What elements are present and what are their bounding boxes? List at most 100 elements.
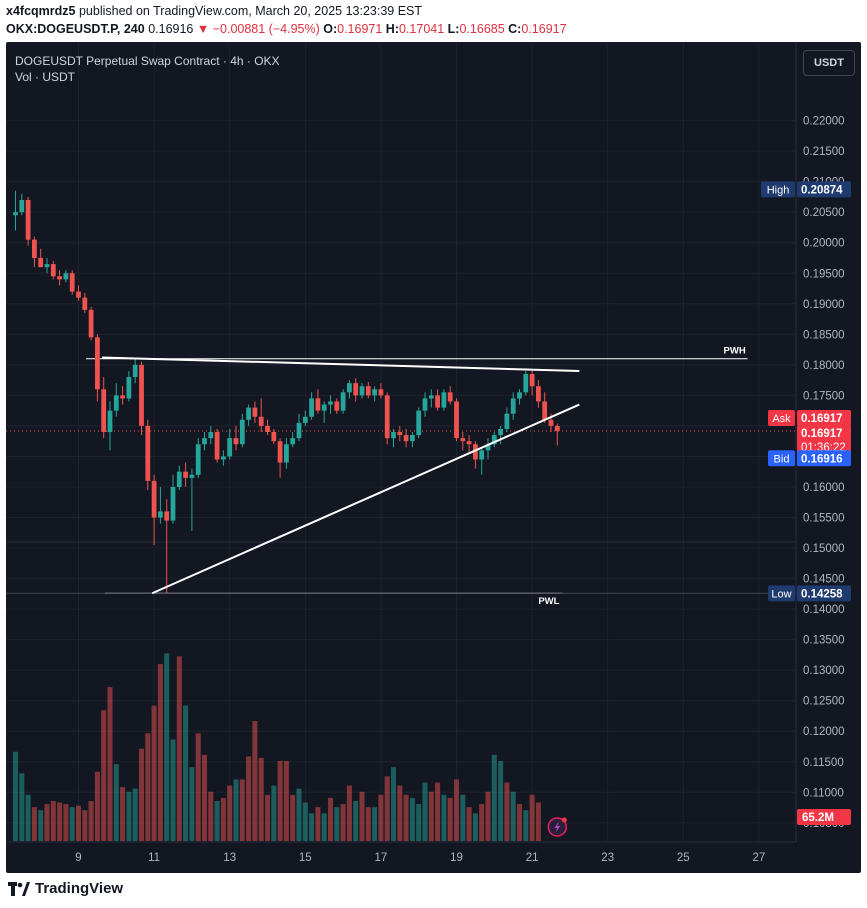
volume-bar xyxy=(510,791,516,841)
low-tag-value-bg xyxy=(797,585,851,602)
volume-bar xyxy=(12,751,19,841)
candle-body xyxy=(101,389,107,433)
volume-bar xyxy=(384,776,390,841)
candle-body xyxy=(466,441,472,445)
candle-body xyxy=(183,471,188,478)
candle-body xyxy=(44,264,50,268)
y-tick-label: 0.11000 xyxy=(803,787,844,799)
volume-bar xyxy=(50,801,56,841)
volume-bar xyxy=(239,779,245,841)
ask-tag-value: 0.16917 xyxy=(801,413,843,425)
volume-bar xyxy=(378,794,384,841)
author[interactable]: x4fcqmrdz5 xyxy=(6,4,76,18)
volume-bar xyxy=(516,804,523,841)
candle-body xyxy=(32,239,37,258)
y-tick-label: 0.16000 xyxy=(803,482,845,494)
volume-bar xyxy=(353,801,359,841)
low-label: L: xyxy=(447,22,460,36)
volume-bar xyxy=(94,771,100,841)
y-tick-label: 0.20500 xyxy=(803,207,845,219)
volume-bar xyxy=(290,794,296,841)
level-label-pwh: PWH xyxy=(724,346,746,357)
volume-bar xyxy=(258,757,264,841)
volume-bar xyxy=(523,810,529,841)
volume-bar xyxy=(447,797,453,841)
volume-bar xyxy=(63,804,69,841)
volume-bar xyxy=(31,807,37,841)
volume-bar xyxy=(170,739,176,841)
x-tick-label: 21 xyxy=(526,852,539,864)
candle-body xyxy=(384,395,390,439)
footer-brand[interactable]: TradingView xyxy=(8,880,123,897)
volume-bar xyxy=(485,791,491,841)
candle-body xyxy=(202,438,207,445)
volume-bar xyxy=(227,785,233,841)
volume-bar xyxy=(309,813,315,841)
volume-bar xyxy=(271,785,277,841)
volume-bar xyxy=(472,813,478,841)
candle-body xyxy=(454,401,459,439)
x-tick-label: 23 xyxy=(601,852,614,864)
candle-body xyxy=(195,444,201,475)
candle-body xyxy=(359,386,365,396)
bid-tag-value-bg xyxy=(797,450,851,467)
down-arrow-icon: ▼ xyxy=(196,22,210,36)
volume-bar xyxy=(246,756,252,841)
ohlc-line: OKX:DOGEUSDT.P, 240 0.16916 ▼ −0.00881 (… xyxy=(6,22,567,36)
volume-bar xyxy=(403,794,409,841)
candle-body xyxy=(473,444,478,460)
candle-body xyxy=(95,337,100,390)
candle-body xyxy=(491,435,497,445)
candle-body xyxy=(284,444,289,463)
volume-tag-bg xyxy=(797,809,851,825)
ask-tag-label: Ask xyxy=(772,413,791,425)
volume-bar xyxy=(277,761,283,841)
volume-bar xyxy=(75,805,82,841)
candle-body xyxy=(38,257,44,268)
volume-bar xyxy=(491,754,497,841)
candle-body xyxy=(542,401,548,420)
candle-body xyxy=(529,374,535,387)
low-tag-label: Low xyxy=(771,588,791,600)
volume-legend: Vol · USDT xyxy=(15,70,76,84)
y-tick-label: 0.12000 xyxy=(803,726,845,738)
volume-bar xyxy=(390,767,397,841)
candle-body xyxy=(164,511,170,521)
candle-body xyxy=(353,383,359,396)
y-tick-label: 0.14500 xyxy=(803,574,845,586)
volume-bar xyxy=(283,761,289,841)
currency-button[interactable]: USDT xyxy=(803,50,855,76)
volume-bar xyxy=(82,810,88,841)
volume-bar xyxy=(201,754,208,841)
candle-body xyxy=(416,410,422,436)
open-value: 0.16971 xyxy=(337,22,383,36)
candle-body xyxy=(334,401,340,411)
volume-bar xyxy=(44,804,50,841)
volume-bar xyxy=(428,791,434,841)
volume-bar xyxy=(264,794,271,841)
high-tag-value-bg xyxy=(797,181,851,198)
last-price-tag-value-bg xyxy=(797,424,851,455)
candle-body xyxy=(428,395,434,399)
candle-body xyxy=(403,435,409,442)
candle-body xyxy=(227,438,233,457)
candle-body xyxy=(139,364,144,426)
price-change: −0.00881 (−4.95%) xyxy=(212,22,320,36)
volume-bar xyxy=(233,779,239,841)
candle-body xyxy=(315,398,321,411)
y-tick-label: 0.12500 xyxy=(803,696,845,708)
volume-bar xyxy=(453,779,460,841)
volume-bar xyxy=(498,761,504,841)
x-tick-label: 25 xyxy=(677,852,690,864)
ask-tag-label-bg xyxy=(768,409,795,426)
publish-info: published on TradingView.com, March 20, … xyxy=(78,4,423,18)
volume-bars xyxy=(12,653,541,841)
candle-body xyxy=(271,432,277,442)
y-tick-label: 0.18500 xyxy=(803,329,845,341)
x-tick-label: 19 xyxy=(450,852,463,864)
volume-bar xyxy=(422,782,428,841)
volume-bar xyxy=(327,797,334,841)
y-tick-label: 0.15000 xyxy=(803,543,845,555)
